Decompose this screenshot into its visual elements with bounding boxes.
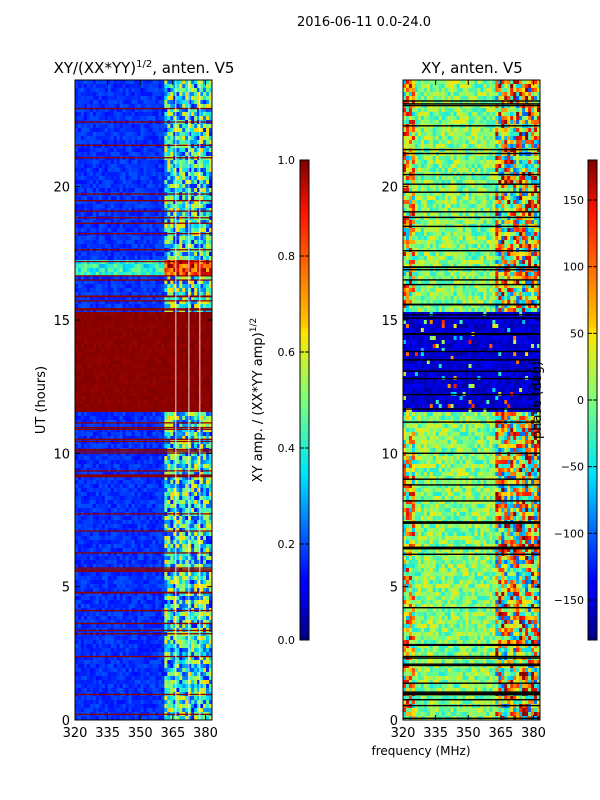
- colorbar-tick-label: 0.6: [278, 346, 296, 359]
- left-colorbar-ticks: 0.0 0.2 0.4 0.6 0.8 1.0: [278, 154, 309, 647]
- x-tick-label: 365: [160, 726, 185, 741]
- colorbar-tick-label: 0.4: [278, 442, 296, 455]
- colorbar-tick-label: −150: [554, 594, 584, 607]
- colorbar-tick-label: −100: [554, 527, 584, 540]
- x-tick-label: 380: [521, 726, 546, 741]
- right-axes-frame: [402, 79, 541, 721]
- x-tick-label: 350: [456, 726, 481, 741]
- left-colorbar-label: XY amp. / (XX*YY amp)1/2: [249, 318, 266, 482]
- x-tick-label: 335: [423, 726, 448, 741]
- left-axis-ticks: 320 335 350 365 380 0 5 10 15 20: [53, 80, 218, 741]
- colorbar-tick-label: 1.0: [278, 154, 296, 167]
- left-heatmap: [75, 80, 212, 720]
- colorbar-tick-label: 0.0: [278, 634, 296, 647]
- y-tick-label: 5: [62, 581, 70, 596]
- y-tick-label: 10: [53, 447, 70, 462]
- colorbar-tick-label: 100: [563, 261, 584, 274]
- x-tick-label: 365: [488, 726, 513, 741]
- x-tick-label: 380: [193, 726, 218, 741]
- y-tick-label: 5: [390, 581, 398, 596]
- left-panel: XY/(XX*YY)1/2, anten. V5 320 335 350 365 380…: [34, 59, 234, 741]
- left-colorbar-gradient: [299, 159, 310, 641]
- y-tick-label: 0: [62, 714, 70, 729]
- x-tick-label: 350: [128, 726, 153, 741]
- right-colorbar-label: phase (deg): [530, 361, 545, 439]
- right-heatmap: [403, 80, 540, 720]
- x-tick-label: 320: [63, 726, 88, 741]
- colorbar-tick-label: 0: [577, 394, 584, 407]
- y-tick-label: 15: [381, 314, 398, 329]
- colorbar-tick-label: 150: [563, 194, 584, 207]
- colorbar-tick-label: 50: [570, 327, 584, 340]
- colorbar-tick-label: 0.2: [278, 538, 296, 551]
- right-colorbar: 150 100 50 0 −50 −100 −150: [554, 159, 598, 641]
- x-tick-label: 335: [95, 726, 120, 741]
- y-tick-label: 10: [381, 447, 398, 462]
- right-panel: XY, anten. V5 320 335 350 365 380 0 5 10 15 20 ph…: [371, 59, 545, 758]
- left-colorbar: 0.0 0.2 0.4 0.6 0.8 1.0 XY amp. / (XX*YY amp)…: [249, 154, 310, 647]
- left-ylabel: UT (hours): [34, 366, 49, 434]
- y-tick-label: 20: [53, 181, 70, 196]
- colorbar-tick-label: 0.8: [278, 250, 296, 263]
- y-tick-label: 20: [381, 181, 398, 196]
- right-panel-title: XY, anten. V5: [421, 59, 523, 77]
- right-colorbar-ticks: 150 100 50 0 −50 −100 −150: [554, 194, 597, 607]
- frequency-xlabel: frequency (MHz): [371, 744, 470, 758]
- x-tick-label: 320: [391, 726, 416, 741]
- left-axes-frame: [74, 79, 213, 721]
- y-tick-label: 15: [53, 314, 70, 329]
- colorbar-tick-label: −50: [561, 461, 584, 474]
- left-panel-title: XY/(XX*YY)1/2, anten. V5: [54, 59, 235, 77]
- right-axis-ticks: 320 335 350 365 380 0 5 10 15 20: [381, 80, 546, 741]
- figure-suptitle: 2016-06-11 0.0-24.0: [297, 15, 431, 30]
- y-tick-label: 0: [390, 714, 398, 729]
